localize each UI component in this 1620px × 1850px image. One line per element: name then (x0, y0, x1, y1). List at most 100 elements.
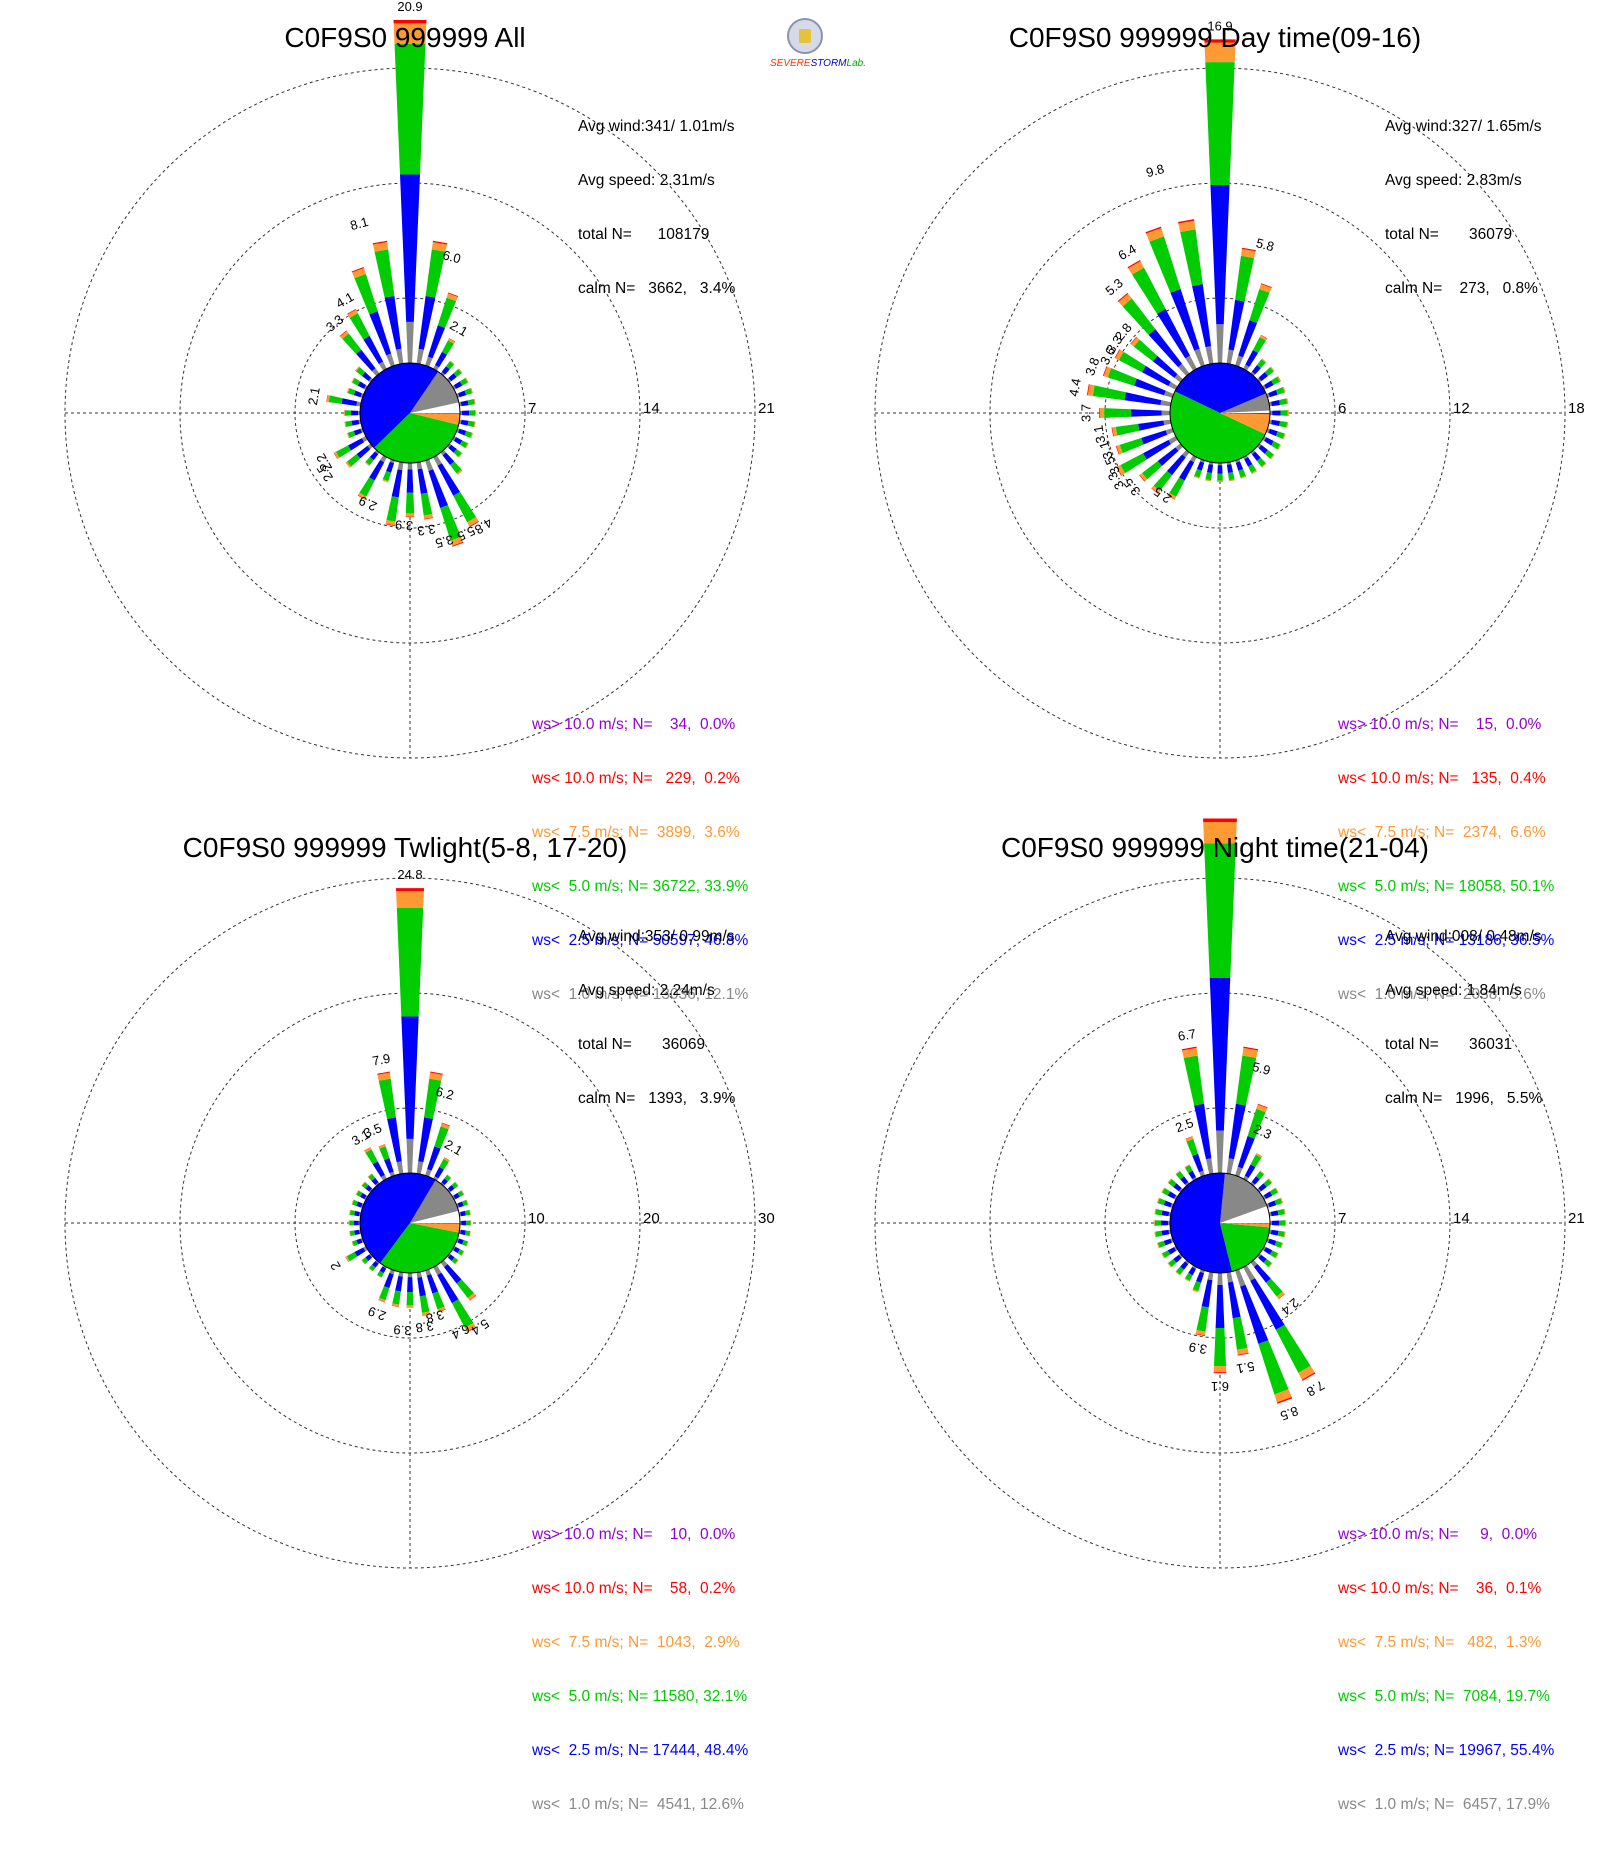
rose-bar-segment (427, 1274, 439, 1293)
rose-bar-segment (1276, 1325, 1311, 1373)
rose-bar-segment (1203, 818, 1237, 822)
rose-bar-segment (1235, 355, 1243, 366)
rose-bar-segment (387, 1117, 402, 1162)
rose-bar-segment (444, 1264, 462, 1283)
bar-value-label: 2.9 (366, 1303, 388, 1323)
rose-bar-segment (1160, 400, 1171, 406)
bar-value-label: 4.1 (333, 289, 356, 311)
windrose-panel-night: 7142121.66.75.92.52.32.47.88.55.16.13.9 … (810, 810, 1620, 1640)
rose-bar-segment (465, 1210, 470, 1216)
rose-bar-segment (379, 1079, 396, 1119)
rose-bar-segment (329, 395, 343, 404)
rose-bar-segment (471, 1220, 472, 1225)
rose-bar-segment (1210, 978, 1231, 1130)
rose-bar-segment (1245, 1164, 1256, 1177)
legend-lt25: ws< 2.5 m/s; N= 19967, 55.4% (1338, 1742, 1554, 1760)
bar-value-label: 3.5 (1120, 475, 1143, 498)
bar-value-label: 3.9 (395, 517, 414, 533)
rose-bar-segment (1217, 1273, 1222, 1285)
bar-value-label: 2 (327, 1259, 344, 1273)
bar-value-label: 24.8 (397, 867, 422, 882)
rose-bar-segment (1249, 289, 1269, 323)
rose-bar-segment (395, 1276, 403, 1292)
rose-bar-segment (1235, 256, 1254, 302)
rose-bar-segment (1268, 429, 1277, 436)
rose-bar-segment (425, 459, 433, 471)
bar-value-label: 3.9 (393, 1322, 412, 1338)
ring-label: 18 (1568, 400, 1585, 417)
rose-bar-segment (351, 411, 358, 416)
rose-bar-segment (354, 274, 377, 314)
rose-bar-segment (1285, 1220, 1286, 1226)
bar-value-label: 2.1 (442, 1136, 465, 1158)
bar-value-label: 3.3 (416, 521, 436, 538)
rose-bar-segment (1268, 390, 1277, 397)
rose-bar-segment (427, 1146, 441, 1170)
rose-bar-segment (354, 1221, 359, 1226)
rose-bar-segment (417, 1277, 426, 1296)
rose-bar-segment (1216, 324, 1223, 363)
bar-value-label: 2.1 (305, 386, 323, 406)
bar-value-label: 6.2 (434, 1084, 455, 1103)
stats-block: Avg wind:353/ 0.99m/s Avg speed: 2.24m/s… (578, 892, 735, 1144)
bar-value-label: 6.4 (1116, 241, 1139, 263)
rose-bar-segment (1093, 385, 1126, 400)
rose-bar-segment (1194, 349, 1205, 367)
rose-bar-segment (1162, 411, 1171, 416)
rose-bar-segment (1202, 1279, 1213, 1307)
rose-bar-segment (375, 249, 395, 297)
rose-bar-segment (408, 1273, 413, 1277)
rose-bar-segment (408, 463, 413, 470)
rose-bar-segment (345, 410, 351, 415)
rose-bar-segment (435, 352, 447, 367)
legend-gt10: ws> 10.0 m/s; N= 9, 0.0% (1338, 1526, 1554, 1544)
rose-bar-segment (396, 891, 424, 908)
rose-bar-segment (1138, 421, 1164, 431)
rose-bar-segment (461, 1221, 466, 1226)
bar-value-label: 8.5 (1278, 1403, 1300, 1423)
ring-label: 7 (1338, 1210, 1346, 1227)
bar-value-label: 2.5 (1173, 1115, 1195, 1135)
rose-bar-segment (432, 1291, 444, 1309)
rose-bar-segment (1197, 461, 1204, 470)
calm-n: calm N= 1393, 3.9% (578, 1090, 735, 1108)
rose-bar-segment (1235, 1269, 1245, 1286)
rose-bar-segment (1228, 472, 1235, 480)
rose-bar-segment (1258, 1340, 1288, 1394)
panel-title: C0F9S0 999999 Night time(21-04) (810, 832, 1620, 864)
rose-bar-segment (350, 1230, 355, 1236)
rose-bar-segment (406, 493, 414, 514)
rose-bar-segment (1119, 352, 1146, 372)
rose-bar-segment (421, 493, 432, 516)
avg-wind: Avg wind:327/ 1.65m/s (1385, 118, 1542, 136)
rose-bar-segment (1288, 410, 1289, 416)
bar-value-label: 3.7 (1079, 404, 1094, 422)
rose-bar-segment (1271, 1210, 1279, 1216)
avg-speed: Avg speed: 2.24m/s (578, 982, 735, 1000)
rose-bar-segment (1214, 1328, 1226, 1366)
rose-bar-segment (406, 1305, 413, 1307)
rose-bar-segment (1272, 410, 1280, 415)
rose-bar-segment (1161, 1221, 1168, 1226)
rose-bar-segment (468, 421, 475, 427)
stats-block: Avg wind:327/ 1.65m/s Avg speed: 2.83m/s… (1385, 82, 1542, 334)
rose-bar-segment (357, 446, 371, 459)
rose-bar-segment (407, 1292, 414, 1305)
rose-bar-segment (384, 1158, 394, 1173)
rose-bar-segment (417, 1161, 424, 1174)
rose-bar-segment (465, 1230, 470, 1236)
rose-bar-segment (1228, 300, 1244, 351)
calm-n: calm N= 1996, 5.5% (1385, 1090, 1542, 1108)
rose-bar-segment (460, 1211, 466, 1216)
rose-bar-segment (460, 1230, 466, 1235)
bar-value-label: 5.8 (1254, 235, 1275, 254)
rose-bar-segment (1227, 1272, 1233, 1283)
rose-bar-segment (1120, 438, 1144, 453)
rose-bar-segment (462, 411, 469, 416)
rose-bar-segment (400, 174, 420, 322)
rose-bar-segment (1163, 420, 1171, 426)
total-n: total N= 36031 (1385, 1036, 1542, 1054)
rose-bar-segment (1271, 400, 1280, 406)
rose-bar-segment (1243, 1265, 1255, 1281)
bar-value-label: 21.6 (1207, 810, 1232, 813)
